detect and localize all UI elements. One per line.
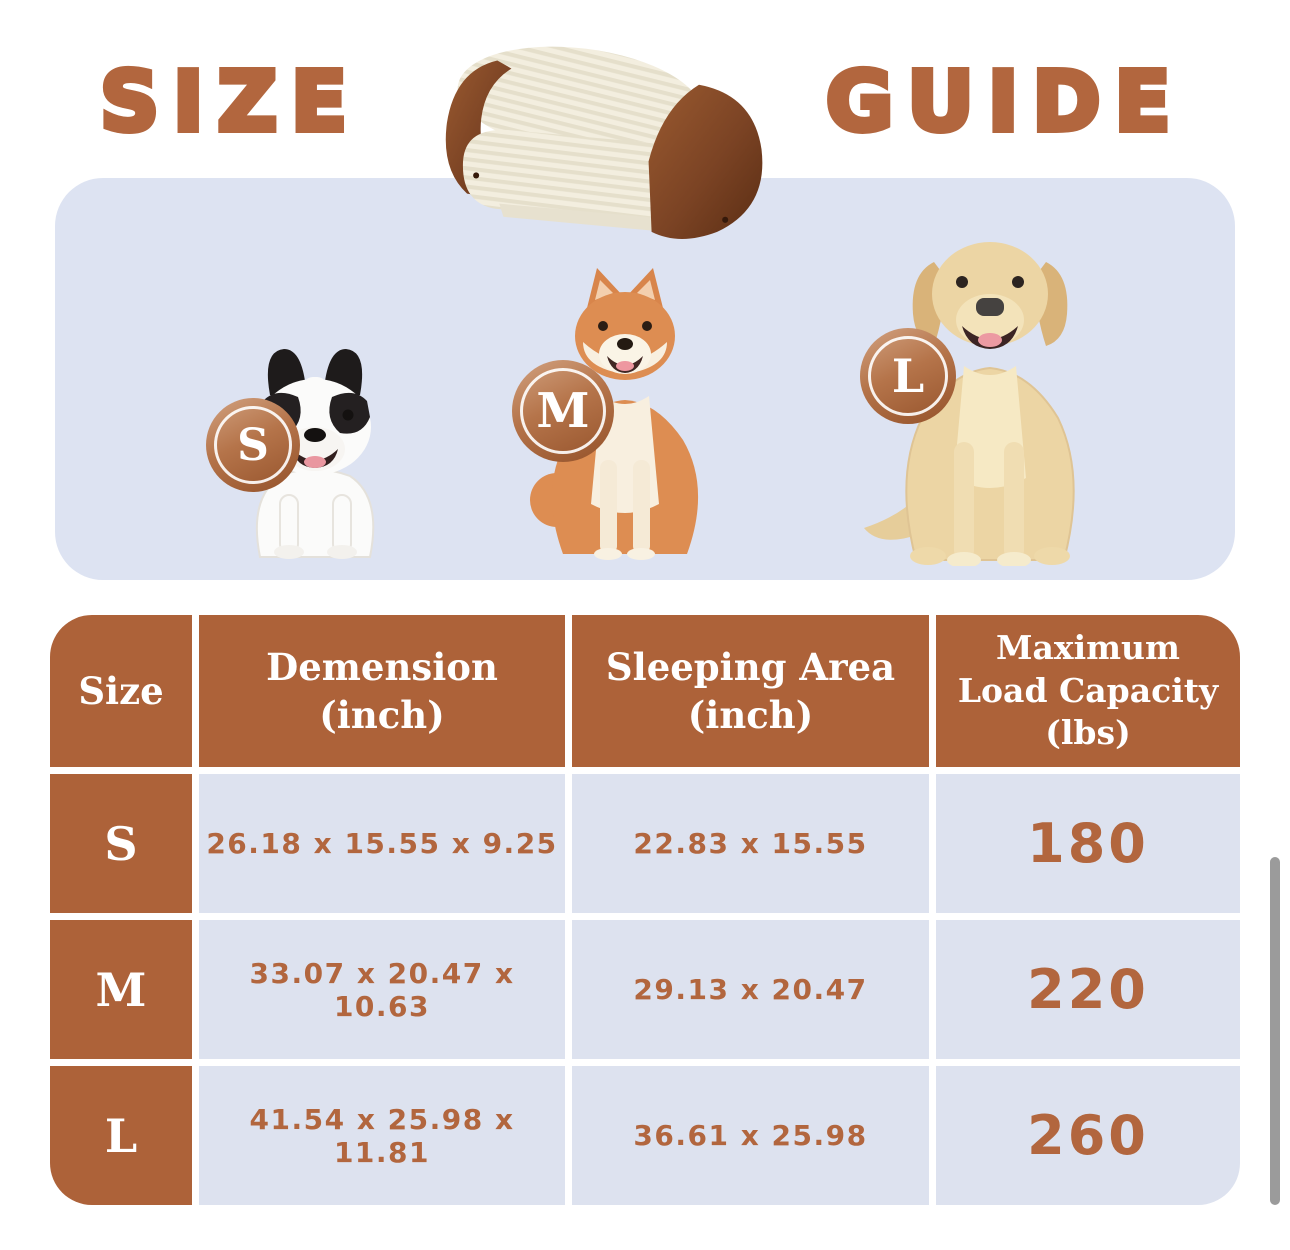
labrador-icon bbox=[864, 242, 1075, 566]
header-line: (inch) bbox=[319, 693, 445, 737]
header-line: Load Capacity bbox=[957, 670, 1219, 710]
page-title-size: SIZE bbox=[97, 55, 362, 150]
size-badge-m-label: M bbox=[536, 383, 590, 439]
header-line: Demension bbox=[266, 644, 498, 689]
table-header-sleeping-area: Sleeping Area (inch) bbox=[572, 615, 929, 767]
size-badge-m: M bbox=[512, 360, 614, 462]
page-title-guide: GUIDE bbox=[823, 55, 1185, 150]
table-cell-sleeping-m: 29.13 x 20.47 bbox=[572, 920, 929, 1059]
table-row-m-label: M bbox=[50, 920, 192, 1059]
header-line: Sleeping Area bbox=[605, 644, 896, 689]
size-badge-s: S bbox=[206, 398, 300, 492]
size-badge-l: L bbox=[860, 328, 956, 424]
shiba-inu-icon bbox=[530, 268, 699, 560]
size-badge-s-label: S bbox=[237, 419, 269, 471]
table-header-size: Size bbox=[50, 615, 192, 767]
table-row-l-label: L bbox=[50, 1066, 192, 1205]
table-cell-maxload-s: 180 bbox=[936, 774, 1240, 913]
scrollbar-thumb[interactable] bbox=[1270, 857, 1280, 1205]
table-cell-maxload-l: 260 bbox=[936, 1066, 1240, 1205]
table-cell-sleeping-l: 36.61 x 25.98 bbox=[572, 1066, 929, 1205]
table-cell-sleeping-s: 22.83 x 15.55 bbox=[572, 774, 929, 913]
header-line: (lbs) bbox=[1045, 713, 1131, 753]
size-guide-table: Size Demension (inch) Sleeping Area (inc… bbox=[50, 615, 1240, 1205]
header-line: Size bbox=[78, 668, 164, 713]
header-line: Maximum bbox=[996, 627, 1180, 667]
table-cell-dimension-l: 41.54 x 25.98 x 11.81 bbox=[199, 1066, 565, 1205]
table-cell-dimension-m: 33.07 x 20.47 x 10.63 bbox=[199, 920, 565, 1059]
header-line: (inch) bbox=[687, 693, 814, 737]
table-cell-maxload-m: 220 bbox=[936, 920, 1240, 1059]
table-row-s-label: S bbox=[50, 774, 192, 913]
table-header-dimension: Demension (inch) bbox=[199, 615, 565, 767]
table-header-max-load: Maximum Load Capacity (lbs) bbox=[936, 615, 1240, 767]
size-badge-l-label: L bbox=[891, 349, 925, 403]
wooden-dog-bed-icon bbox=[445, 46, 763, 239]
table-cell-dimension-s: 26.18 x 15.55 x 9.25 bbox=[199, 774, 565, 913]
